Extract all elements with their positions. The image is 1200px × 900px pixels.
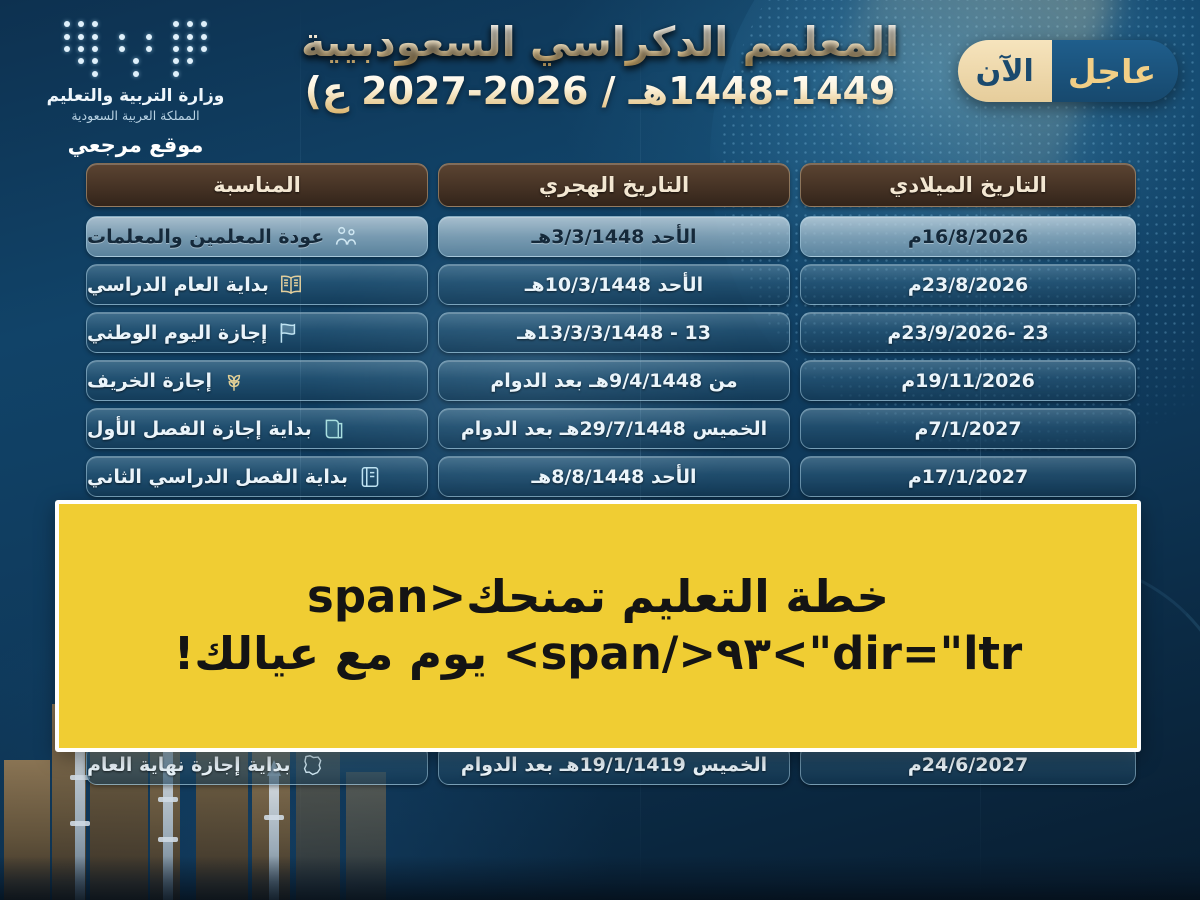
occasion-label: إجازة اليوم الوطني <box>87 321 268 344</box>
table-row: 16/8/2026م الأحد 3/3/1448هـ عودة المعلمين … <box>86 216 1136 257</box>
header-occasion: المناسبة <box>86 163 428 207</box>
occasion-label: بداية إجازة نهاية العام <box>87 753 291 776</box>
occasion-label: بداية الفصل الدراسي الثاني <box>87 465 348 488</box>
promo-overlay-text: خطة التعليم تمنحك<span dir="ltr">٩٣</spa… <box>173 570 1023 680</box>
cell-gregorian: 23 -23/9/2026م <box>800 312 1136 353</box>
occasion-label: بداية إجازة الفصل الأول <box>87 417 312 440</box>
cell-occasion: بداية العام الدراسي <box>86 264 428 305</box>
badge-now-label: الآن <box>957 40 1052 102</box>
table-row: 7/1/2027م الخميس 29/7/1448هـ بعد الدوام بد… <box>86 408 1136 449</box>
occasion-label: بداية العام الدراسي <box>87 273 269 296</box>
cell-gregorian: 7/1/2027م <box>800 408 1136 449</box>
ministry-name: وزارة التربية والتعليم <box>46 86 225 106</box>
cell-occasion: بداية إجازة الفصل الأول <box>86 408 428 449</box>
open-book-icon <box>277 271 305 299</box>
cell-hijri: 13 - 13/3/3/1448هـ <box>438 312 790 353</box>
promo-overlay-banner: خطة التعليم تمنحك<span dir="ltr">٩٣</spa… <box>55 500 1141 752</box>
ministry-country: المملكة العربية السعودية <box>71 108 200 124</box>
saudi-map-icon <box>299 751 327 779</box>
book-icon <box>320 415 348 443</box>
table-header-row: التاريخ الميلادي التاريخ الهجري المناسبة <box>86 163 1136 207</box>
cell-hijri: الخميس 29/7/1448هـ بعد الدوام <box>438 408 790 449</box>
leaf-icon <box>220 367 248 395</box>
bottom-fade <box>0 856 1200 900</box>
cell-occasion: عودة المعلمين والمعلمات <box>86 216 428 257</box>
cell-hijri: الأحد 8/8/1448هـ <box>438 456 790 497</box>
header-hijri: التاريخ الهجري <box>438 163 790 207</box>
cell-gregorian: 17/1/2027م <box>800 456 1136 497</box>
saudi-vision-dots-emblem <box>61 18 211 80</box>
site-label: موقع مرجعي <box>67 133 204 158</box>
cell-gregorian: 16/8/2026م <box>800 216 1136 257</box>
cell-occasion: إجازة اليوم الوطني <box>86 312 428 353</box>
occasion-label: عودة المعلمين والمعلمات <box>87 225 325 248</box>
cell-gregorian: 23/8/2026م <box>800 264 1136 305</box>
cell-hijri: الأحد 3/3/1448هـ <box>438 216 790 257</box>
vertical-line <box>300 0 301 900</box>
breaking-news-badge: عاجل الآن <box>957 40 1178 102</box>
cell-gregorian: 19/11/2026م <box>800 360 1136 401</box>
cell-occasion: بداية الفصل الدراسي الثاني <box>86 456 428 497</box>
vertical-line <box>640 0 641 900</box>
table-row: 17/1/2027م الأحد 8/8/1448هـ بداية الفصل ال… <box>86 456 1136 497</box>
teachers-icon <box>332 223 360 251</box>
badge-urgent-label: عاجل <box>1051 40 1178 102</box>
occasion-label: إجازة الخريف <box>87 369 213 392</box>
table-row: 23/8/2026م الأحد 10/3/1448هـ بداية العام ا… <box>86 264 1136 305</box>
table-row: 19/11/2026م من 9/4/1448هـ بعد الدوام إجازة… <box>86 360 1136 401</box>
table-row: 23 -23/9/2026م 13 - 13/3/3/1448هـ إجازة ال… <box>86 312 1136 353</box>
cell-hijri: الأحد 10/3/1448هـ <box>438 264 790 305</box>
header-gregorian: التاريخ الميلادي <box>800 163 1136 207</box>
flag-icon <box>275 319 303 347</box>
cell-occasion: إجازة الخريف <box>86 360 428 401</box>
cell-hijri: من 9/4/1448هـ بعد الدوام <box>438 360 790 401</box>
notebook-icon <box>356 463 384 491</box>
ministry-logo: وزارة التربية والتعليم المملكة العربية ا… <box>28 18 243 157</box>
vertical-line <box>980 0 981 900</box>
